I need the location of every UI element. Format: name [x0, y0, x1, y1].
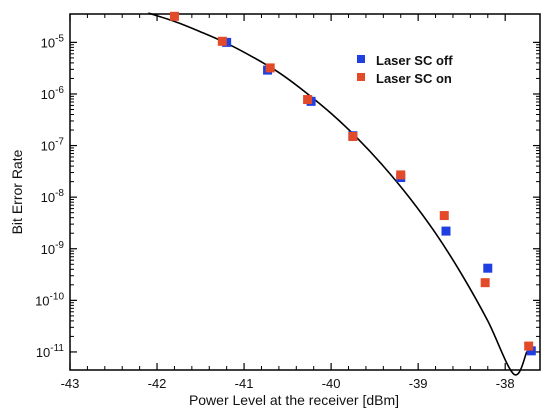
x-axis-label: Power Level at the receiver [dBm]: [189, 392, 399, 408]
y-tick-label: 10-5: [41, 33, 65, 50]
y-tick-label: 10-11: [36, 343, 65, 360]
fit-curve: [148, 12, 528, 376]
data-point-laser-sc-off: [483, 263, 493, 273]
y-tick-label: 10-9: [41, 240, 65, 257]
y-tick-label: 10-6: [41, 85, 65, 102]
data-point-laser-sc-on: [348, 131, 358, 141]
data-point-laser-sc-off: [526, 346, 536, 356]
data-point-laser-sc-on: [396, 170, 406, 180]
data-point-laser-sc-on: [265, 63, 275, 73]
data-point-laser-sc-on: [524, 341, 534, 351]
y-tick-label: 10-10: [35, 291, 64, 308]
y-tick-label: 10-7: [41, 137, 65, 154]
data-point-laser-sc-on: [439, 211, 449, 221]
legend-marker-laser-sc-off: [357, 55, 365, 63]
x-tick-label: -43: [61, 376, 80, 391]
legend-label-laser-sc-off: Laser SC off: [376, 53, 453, 68]
data-point-laser-sc-on: [303, 95, 313, 105]
x-tick-label: -39: [409, 376, 428, 391]
plot-frame: [69, 13, 541, 371]
legend: Laser SC off Laser SC on: [357, 53, 453, 86]
x-tick-label: -38: [496, 376, 515, 391]
y-axis-label: Bit Error Rate: [9, 149, 25, 234]
legend-marker-laser-sc-on: [357, 73, 365, 81]
x-tick-label: -40: [322, 376, 341, 391]
fit-curve-layer: [148, 12, 528, 376]
data-points-layer: [169, 11, 536, 356]
data-point-laser-sc-off: [441, 226, 451, 236]
legend-label-laser-sc-on: Laser SC on: [376, 71, 452, 86]
data-point-laser-sc-on: [480, 278, 490, 288]
y-axis: 10-11 10-10 10-9 10-8 10-7 10-6 10-5: [35, 33, 540, 360]
y-tick-label: 10-8: [41, 188, 65, 205]
data-point-laser-sc-on: [169, 11, 179, 21]
x-tick-label: -42: [148, 376, 167, 391]
x-axis: -43 -42 -41 -40 -39 -38: [61, 14, 515, 391]
plot-frame-border: [69, 13, 541, 371]
data-point-laser-sc-on: [217, 36, 227, 46]
x-tick-label: -41: [235, 376, 254, 391]
